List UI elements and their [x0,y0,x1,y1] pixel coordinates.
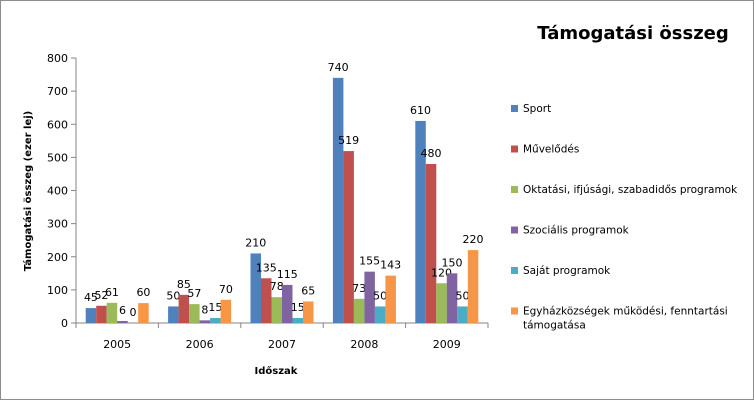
bar [96,305,107,323]
bar [446,273,458,323]
bar [303,301,314,323]
data-label: 155 [359,255,380,268]
legend-label: Sport [523,103,551,115]
bar [138,303,149,323]
data-label: 73 [352,282,366,295]
legend-label: Saját programok [523,265,611,277]
y-tick-label: 400 [47,185,68,198]
bar [117,321,128,323]
legend-swatch [511,226,518,234]
bar [199,320,211,323]
x-axis-title: Időszak [255,365,298,377]
y-tick-label: 300 [47,218,68,231]
x-tick-label: 2006 [186,338,214,351]
bar [467,250,479,323]
bar [85,308,97,323]
legend-label: Egyházközségek működési, fenntartási támo… [523,306,728,332]
legend-label: Oktatási, ifjúsági, szabadidős programok [523,184,738,196]
data-label: 85 [177,278,191,291]
bar [106,302,118,323]
bar [292,318,303,323]
bar [332,77,344,323]
bar [364,271,375,323]
bar [436,283,447,323]
y-tick-label: 500 [47,151,68,164]
legend-label: Szociális programok [523,225,630,237]
y-tick-label: 200 [47,251,68,264]
data-label: 115 [277,268,298,281]
bar [374,306,386,323]
legend: Sport Művelődés Oktatási, ifjúsági, szabad… [511,103,738,332]
legend-swatch [511,186,518,193]
legend-swatch [511,145,518,153]
data-label: 61 [105,286,119,299]
data-label: 740 [328,61,349,74]
bar [457,306,468,323]
bar [271,297,282,323]
data-label: 15 [208,301,222,314]
bar [220,299,232,323]
data-label: 50 [456,289,470,302]
data-label: 50 [373,289,387,302]
bar [282,284,293,323]
data-label: 210 [245,236,266,249]
data-label: 57 [187,287,201,300]
data-label: 52 [94,289,108,302]
data-label: 135 [256,261,277,274]
data-label: 45 [84,291,98,304]
y-axis-title: Támogatási összeg (ezer lej) [22,111,34,271]
y-tick-label: 800 [47,52,68,65]
bar [210,318,221,323]
bar [425,164,437,323]
bar [168,306,179,323]
bar [261,278,272,323]
legend-swatch [511,307,518,315]
data-label: 220 [463,233,484,246]
x-tick-label: 2005 [103,338,131,351]
y-tick-label: 100 [47,284,68,297]
y-tick-label: 0 [61,317,68,330]
data-label: 15 [291,301,305,314]
bar [189,304,200,323]
data-label: 50 [166,289,180,302]
bar [415,120,426,323]
bar [343,151,354,323]
data-label: 0 [129,306,136,319]
bar [178,294,190,323]
bar [385,275,396,323]
data-label: 480 [421,147,442,160]
bar [250,253,261,323]
x-tick-label: 2008 [350,338,378,351]
x-tick-label: 2007 [268,338,296,351]
data-label: 150 [442,256,463,269]
chart-title: Támogatási összeg [537,23,729,44]
data-label: 519 [338,134,359,147]
data-label: 78 [270,280,284,293]
y-tick-label: 600 [47,118,68,131]
y-tick-label: 700 [47,85,68,98]
data-label: 65 [301,284,315,297]
legend-label: Művelődés [523,144,579,156]
data-label: 60 [136,286,150,299]
legend-swatch [511,105,518,112]
bar [353,298,365,323]
legend-swatch [511,267,518,274]
data-label: 8 [201,303,208,316]
data-label: 143 [380,259,401,272]
x-tick-label: 2009 [433,338,461,351]
data-label: 70 [219,283,233,296]
data-label: 6 [119,304,126,317]
data-label: 610 [410,104,431,117]
